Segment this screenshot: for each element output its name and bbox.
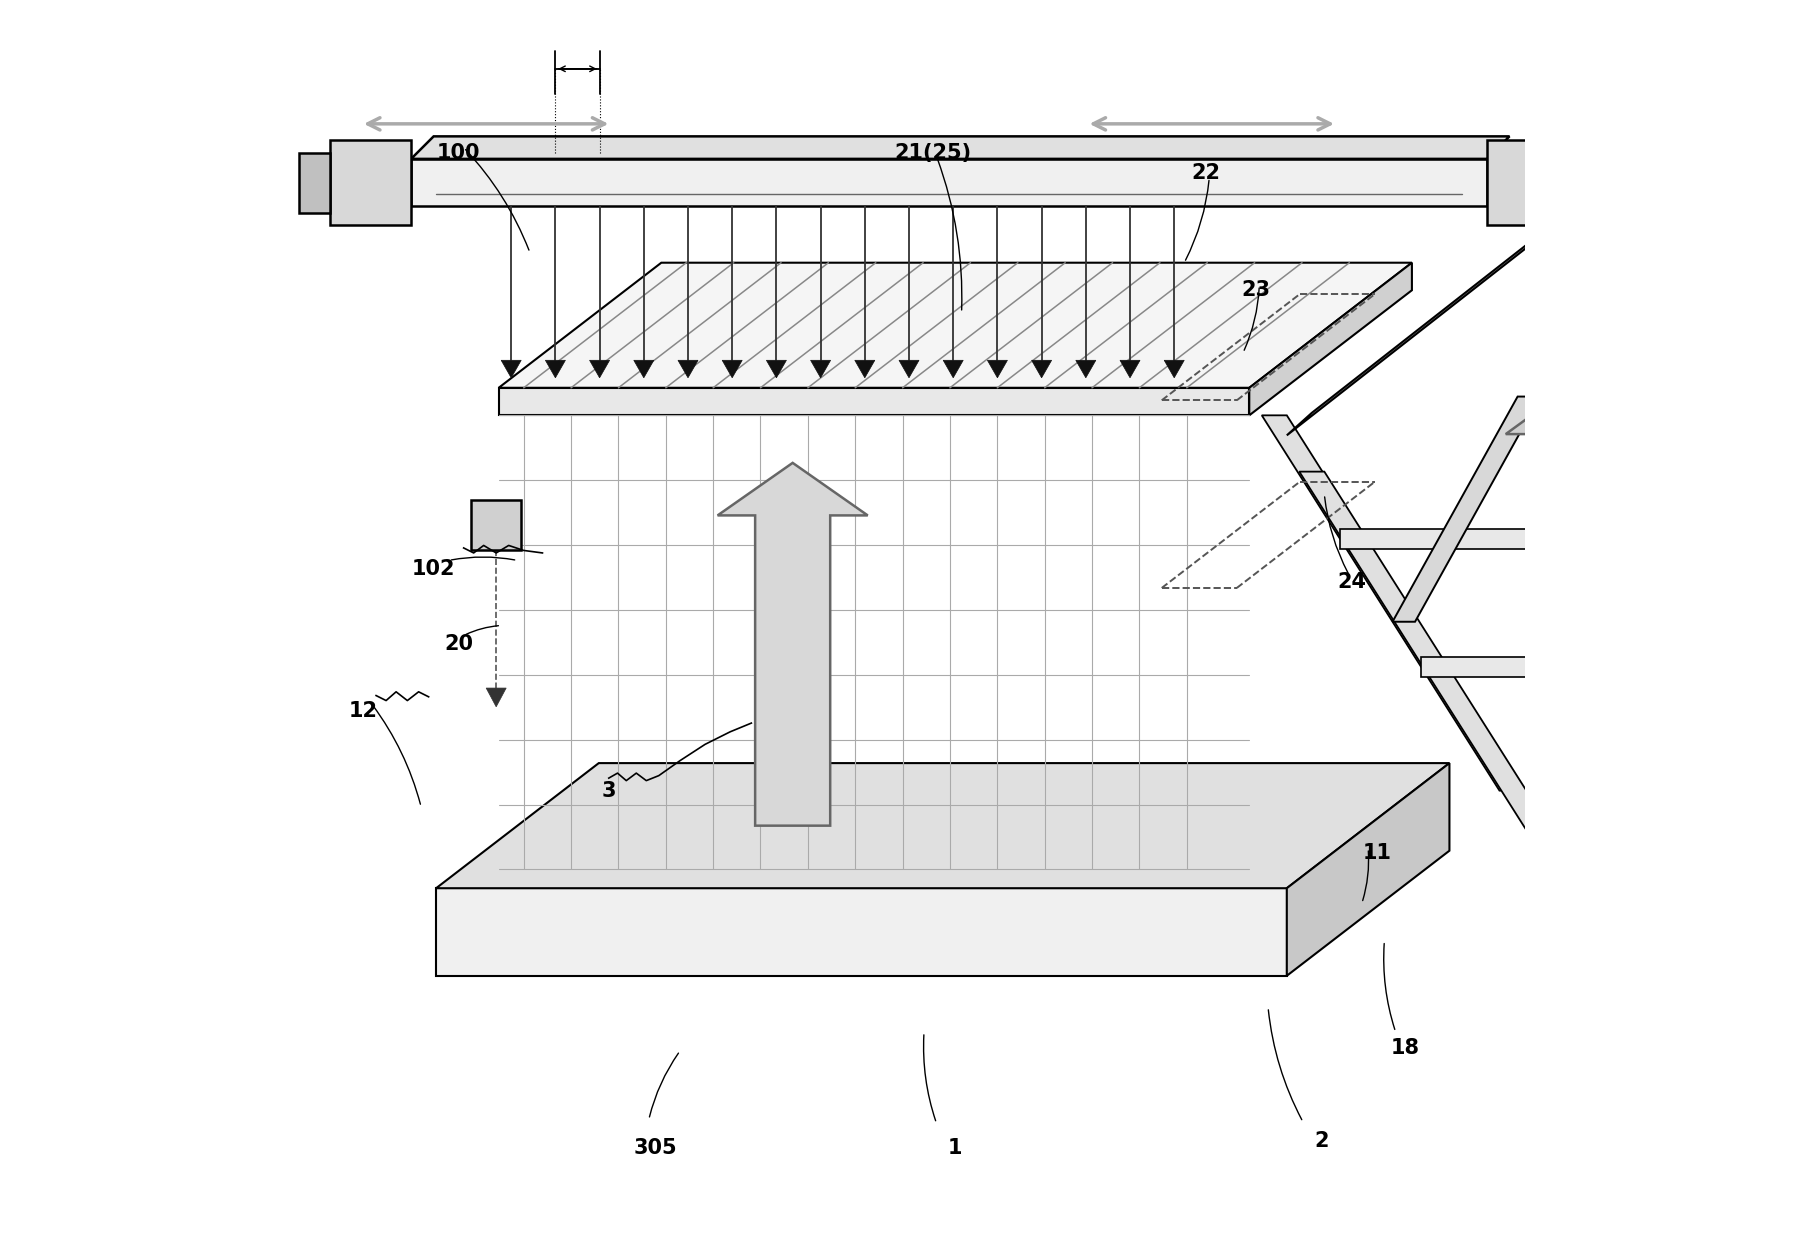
Polygon shape: [590, 360, 610, 378]
Polygon shape: [485, 688, 507, 707]
Polygon shape: [1165, 360, 1185, 378]
Text: 23: 23: [1241, 280, 1269, 300]
Polygon shape: [1287, 763, 1449, 976]
Polygon shape: [437, 888, 1287, 976]
Polygon shape: [412, 159, 1487, 206]
Ellipse shape: [1607, 156, 1642, 209]
Polygon shape: [412, 136, 1510, 159]
Polygon shape: [1287, 188, 1600, 435]
Polygon shape: [1420, 657, 1696, 677]
Text: 2: 2: [1314, 1131, 1329, 1151]
Polygon shape: [1550, 156, 1625, 209]
Polygon shape: [854, 360, 876, 378]
Polygon shape: [1300, 472, 1562, 847]
Text: 21(25): 21(25): [894, 143, 971, 163]
Text: 1: 1: [948, 1138, 962, 1158]
Polygon shape: [1250, 263, 1411, 415]
Polygon shape: [811, 360, 831, 378]
Polygon shape: [329, 140, 412, 225]
Polygon shape: [717, 463, 868, 826]
Polygon shape: [298, 153, 329, 213]
Polygon shape: [899, 360, 919, 378]
Polygon shape: [1340, 529, 1615, 549]
Polygon shape: [766, 360, 786, 378]
Polygon shape: [498, 388, 1250, 415]
Text: 305: 305: [633, 1138, 676, 1158]
Text: 11: 11: [1363, 843, 1392, 863]
Polygon shape: [987, 360, 1007, 378]
Text: 24: 24: [1338, 572, 1366, 592]
Text: 22: 22: [1190, 163, 1221, 183]
Polygon shape: [437, 763, 1449, 888]
Polygon shape: [678, 360, 698, 378]
Polygon shape: [1032, 360, 1052, 378]
Polygon shape: [471, 500, 521, 550]
Polygon shape: [502, 360, 521, 378]
Polygon shape: [545, 360, 565, 378]
Text: 3: 3: [602, 781, 617, 801]
Polygon shape: [1505, 384, 1643, 559]
Polygon shape: [1262, 415, 1525, 791]
Polygon shape: [1487, 140, 1550, 225]
Polygon shape: [1075, 360, 1095, 378]
Text: 20: 20: [444, 634, 473, 654]
Polygon shape: [498, 263, 1411, 388]
Polygon shape: [1392, 397, 1541, 622]
Polygon shape: [944, 360, 964, 378]
Text: 18: 18: [1392, 1038, 1420, 1058]
Text: 102: 102: [412, 559, 455, 579]
Polygon shape: [723, 360, 743, 378]
Text: 100: 100: [437, 143, 480, 163]
Polygon shape: [633, 360, 654, 378]
Polygon shape: [1120, 360, 1140, 378]
Text: 12: 12: [349, 701, 378, 721]
